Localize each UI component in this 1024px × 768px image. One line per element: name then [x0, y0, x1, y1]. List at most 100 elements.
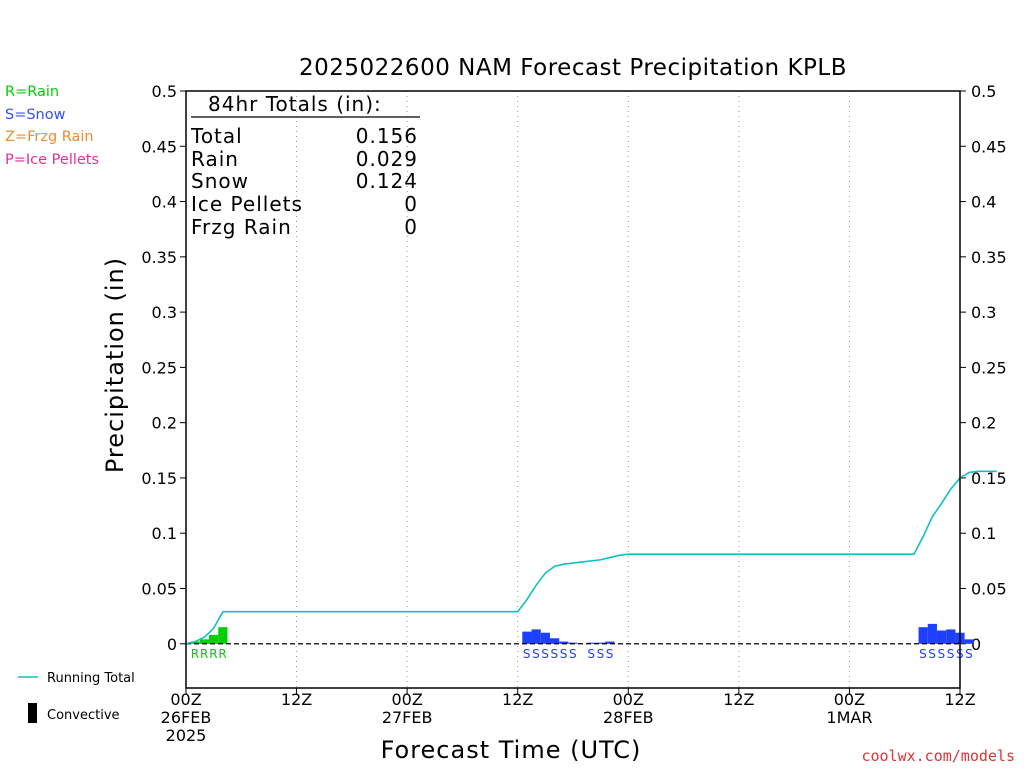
precip-type-label: S [569, 647, 577, 661]
y-tick-label-right: 0.1 [971, 524, 996, 543]
convective-legend-label: Convective [47, 708, 120, 723]
y-tick-label-right: 0.05 [971, 580, 1007, 599]
chart-title: 2025022600 NAM Forecast Precipitation KP… [299, 55, 847, 81]
type-legend-ice-pellets: P=Ice Pellets [5, 152, 99, 168]
plot-frame [185, 90, 961, 689]
y-tick-label-left: 0.4 [152, 193, 177, 212]
precip-bar-snow [549, 638, 560, 644]
precip-bar-snow [531, 629, 541, 644]
totals-label-rain: Rain [191, 147, 239, 171]
precip-bar-rain [190, 641, 200, 644]
precip-type-label: S [541, 647, 549, 661]
y-tick-label-left: 0.1 [152, 524, 177, 543]
totals-value-frzg-rain: 0 [404, 215, 418, 239]
totals-value-rain: 0.029 [356, 147, 418, 171]
y-tick-labels-left: 0.5 0.45 0.4 0.35 0.3 0.25 0.2 0.15 0.1 0.05 0 [141, 82, 186, 654]
precip-type-label: S [587, 647, 595, 661]
precip-bar-snow [605, 641, 615, 644]
totals-label-total: Total [190, 124, 243, 148]
x-tick-label: 00Z [834, 690, 865, 709]
convective-swatch [28, 703, 37, 723]
y-tick-label-left: 0.35 [141, 248, 177, 267]
y-tick-label-right: 0.15 [971, 469, 1007, 488]
precip-bar-snow [946, 629, 956, 644]
totals-label-ice-pellets: Ice Pellets [191, 192, 303, 216]
precip-bar-rain [218, 627, 228, 644]
x-tick-label: 12Z [723, 690, 754, 709]
y-tick-label-left: 0.45 [141, 137, 177, 156]
y-tick-label-right: 0.35 [971, 248, 1007, 267]
precip-type-label: S [560, 647, 568, 661]
precip-bar-rain [199, 639, 210, 644]
precip-type-label: S [919, 647, 927, 661]
x-tick-label: 00Z [613, 690, 644, 709]
precip-type-label: S [523, 647, 531, 661]
y-tick-label-right: 0.3 [971, 303, 996, 322]
precip-type-label: S [551, 647, 559, 661]
y-tick-label-right: 0.5 [971, 82, 996, 101]
x-tick-label: 00Z [170, 690, 201, 709]
precip-bar-snow [559, 641, 569, 644]
y-tick-label-left: 0.05 [141, 580, 177, 599]
precip-type-label: S [965, 647, 973, 661]
precip-type-label: S [938, 647, 946, 661]
precip-bar-rain [209, 634, 219, 644]
totals-value-total: 0.156 [356, 124, 418, 148]
y-tick-label-left: 0.2 [152, 414, 177, 433]
running-total-line [185, 470, 997, 645]
precip-type-label: S [532, 647, 540, 661]
precip-type-label: S [928, 647, 936, 661]
precip-bar-snow [936, 630, 947, 644]
y-tick-label-right: 0.2 [971, 414, 996, 433]
y-tick-label-right: 0.4 [971, 193, 996, 212]
precip-bar-snow [540, 632, 550, 644]
precip-bar-snow [596, 642, 606, 644]
totals-label-snow: Snow [191, 169, 249, 193]
x-axis-label: Forecast Time (UTC) [381, 736, 642, 764]
precip-type-label: R [191, 647, 200, 661]
precip-type-label: R [218, 647, 227, 661]
type-legend: R=Rain S=Snow Z=Frzg Rain P=Ice Pellets [5, 84, 99, 168]
y-tick-label-left: 0.3 [152, 303, 177, 322]
precip-bars [190, 623, 974, 644]
x-tick-label: 2025 [166, 726, 207, 745]
x-tick-label: 00Z [391, 690, 422, 709]
precip-bar-snow [918, 627, 928, 644]
precip-type-label: R [209, 647, 218, 661]
precip-type-label: S [597, 647, 605, 661]
totals-value-snow: 0.124 [356, 169, 418, 193]
type-legend-frzg-rain: Z=Frzg Rain [5, 129, 94, 145]
y-tick-label-left: 0.5 [152, 82, 177, 101]
precip-type-label: S [606, 647, 614, 661]
x-tick-label: 26FEB [161, 708, 212, 727]
credit-text: coolwx.com/models [861, 747, 1015, 765]
y-tick-label-right: 0.45 [971, 137, 1007, 156]
precip-bar-snow [522, 631, 532, 644]
totals-heading: 84hr Totals (in): [208, 92, 382, 116]
y-tick-label-left: 0.15 [141, 469, 177, 488]
precip-bar-snow [586, 642, 597, 644]
y-tick-label-right: 0 [971, 635, 981, 654]
totals-label-frzg-rain: Frzg Rain [191, 215, 292, 239]
type-legend-snow: S=Snow [5, 107, 66, 123]
x-tick-label: 27FEB [382, 708, 433, 727]
precip-type-label: S [947, 647, 955, 661]
y-tick-label-right: 0.25 [971, 358, 1007, 377]
bottom-legend: Running Total Convective [18, 671, 135, 723]
x-tick-label: 12Z [281, 690, 312, 709]
y-tick-label-left: 0 [167, 635, 177, 654]
running-total-legend-label: Running Total [47, 671, 135, 686]
x-tick-label: 12Z [944, 690, 975, 709]
totals-box: 84hr Totals (in): Total 0.156 Rain 0.029… [190, 92, 420, 239]
y-axis-label: Precipitation (in) [101, 257, 129, 473]
x-tick-label: 1MAR [826, 708, 872, 727]
x-tick-label: 12Z [502, 690, 533, 709]
precip-type-label: R [200, 647, 209, 661]
y-tick-labels-right: 0.5 0.45 0.4 0.35 0.3 0.25 0.2 0.15 0.1 0.05 0 [960, 82, 1007, 654]
x-tick-label: 28FEB [603, 708, 654, 727]
precip-bar-snow [927, 623, 937, 644]
y-tick-label-left: 0.25 [141, 358, 177, 377]
